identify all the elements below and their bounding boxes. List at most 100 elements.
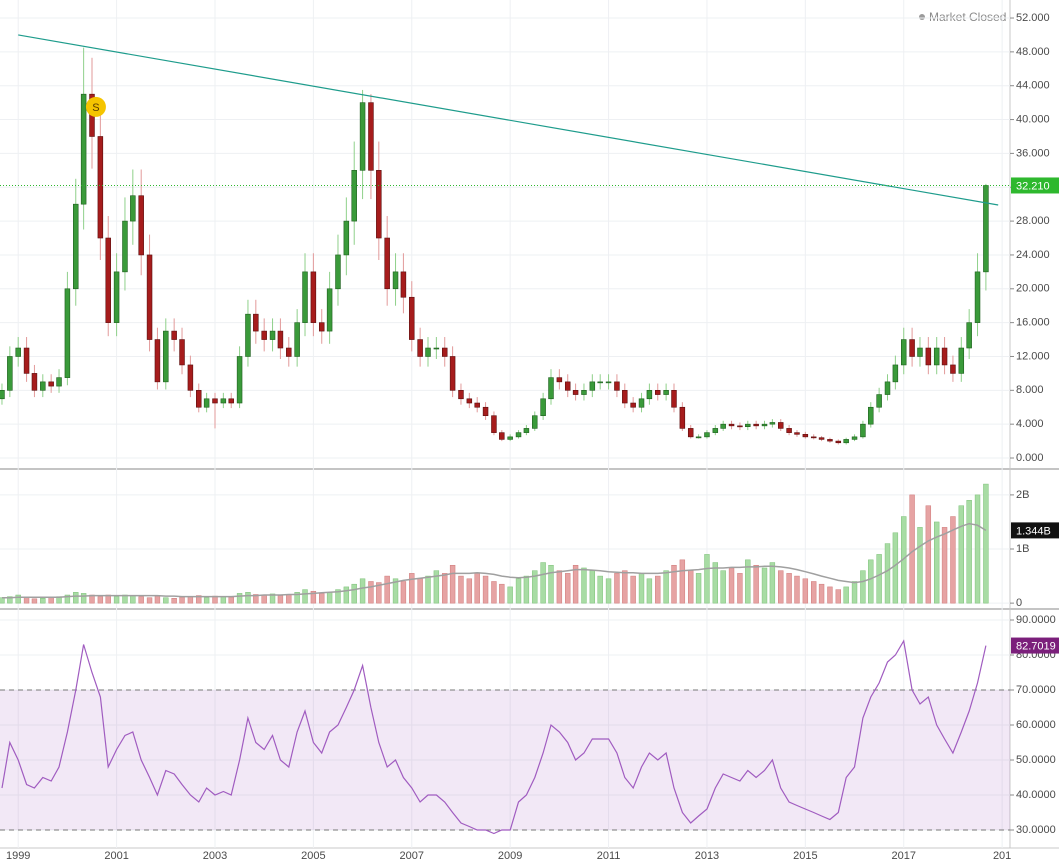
volume-bar <box>458 575 464 604</box>
volume-bar <box>319 593 325 604</box>
volume-bar <box>941 527 948 604</box>
rsi-last-label: 82.7019 <box>1016 640 1056 652</box>
y-tick-label: 20.000 <box>1016 283 1050 295</box>
volume-bar <box>23 597 30 604</box>
candle-body <box>253 313 259 332</box>
candle-body <box>277 330 284 349</box>
candle-body <box>286 347 292 357</box>
volume-bar <box>0 597 5 604</box>
volume-bar <box>351 583 357 604</box>
candle-body <box>203 398 210 408</box>
volume-bar <box>482 575 489 604</box>
volume-bar <box>679 559 686 604</box>
y-tick-label: 40.0000 <box>1016 789 1056 801</box>
candle-body <box>581 390 587 395</box>
candle-body <box>818 437 825 440</box>
volume-bar <box>868 559 874 604</box>
rsi-last-box <box>1011 637 1059 654</box>
candle-body <box>564 381 571 391</box>
volume-bar <box>655 575 661 604</box>
candle-body <box>392 271 399 290</box>
candle-body <box>154 339 161 383</box>
candle-body <box>441 347 448 357</box>
candle-body <box>466 398 473 404</box>
y-tick-label: 8.000 <box>1016 384 1044 396</box>
volume-bar <box>138 596 144 604</box>
candle-body <box>941 347 948 366</box>
candle-body <box>359 102 366 171</box>
volume-bar <box>827 586 833 604</box>
candle-body <box>179 339 185 366</box>
candle-body <box>958 347 965 374</box>
volume-bar <box>73 592 79 604</box>
candle-body <box>269 330 276 340</box>
candle-body <box>97 136 104 239</box>
volume-bar <box>860 570 866 604</box>
volume-bar <box>179 596 185 604</box>
candle-body <box>966 322 972 349</box>
volume-bar <box>753 564 759 604</box>
candle-body <box>319 322 325 332</box>
candle-body <box>810 436 817 439</box>
candle-body <box>778 422 784 429</box>
volume-bar <box>196 595 202 604</box>
volume-ma-line <box>2 522 987 599</box>
candle-body <box>302 271 308 323</box>
volume-bar <box>253 594 259 604</box>
volume-bar <box>425 575 431 604</box>
candle-body <box>548 377 554 400</box>
candle-body <box>105 237 111 323</box>
volume-bar <box>925 505 932 604</box>
y-tick-label: 0 <box>1016 597 1022 609</box>
candle-body <box>695 436 702 439</box>
volume-bar <box>130 595 136 604</box>
candle-body <box>0 390 5 400</box>
volume-bar <box>605 578 612 604</box>
volume-bar <box>97 596 104 604</box>
volume-bar <box>187 596 194 604</box>
volume-bar <box>720 570 726 604</box>
candle-body <box>56 377 62 387</box>
candle-body <box>761 423 768 427</box>
volume-bar <box>737 573 743 604</box>
y-tick-label: 28.000 <box>1016 215 1050 227</box>
candle-body <box>728 423 735 427</box>
candle-body <box>458 390 464 400</box>
candle-body <box>523 428 530 433</box>
volume-bar <box>597 575 603 604</box>
volume-bar <box>728 567 735 604</box>
candle-body <box>884 381 891 395</box>
candle-body <box>368 102 374 171</box>
candle-body <box>646 390 653 400</box>
y-tick-label: 40.000 <box>1016 113 1050 125</box>
candle-body <box>900 339 907 366</box>
candle-body <box>400 271 407 298</box>
x-tick-label: 201 <box>993 850 1011 862</box>
y-tick-label: 70.0000 <box>1016 684 1056 696</box>
candle-body <box>220 398 227 404</box>
candle-body <box>80 93 87 205</box>
candle-body <box>868 406 874 425</box>
y-tick-label: 52.000 <box>1016 12 1050 24</box>
volume-bar <box>302 589 308 604</box>
y-tick-label: 44.000 <box>1016 80 1050 92</box>
volume-bar <box>581 567 587 604</box>
y-tick-label: 60.0000 <box>1016 719 1056 731</box>
y-tick-label: 4.000 <box>1016 418 1044 430</box>
candle-body <box>572 390 579 395</box>
candle-body <box>417 339 423 357</box>
volume-bar <box>277 595 284 604</box>
trendline <box>18 34 999 206</box>
y-tick-label: 16.000 <box>1016 317 1050 329</box>
volume-bar <box>417 578 423 604</box>
volume-bar <box>15 594 21 604</box>
candle-body <box>351 170 357 222</box>
volume-bar <box>261 594 267 604</box>
candle-body <box>113 271 120 323</box>
candle-body <box>835 440 842 444</box>
candle-body <box>425 347 431 357</box>
candle-body <box>712 428 719 433</box>
volume-bar <box>343 586 350 604</box>
x-tick-label: 2007 <box>400 850 424 862</box>
